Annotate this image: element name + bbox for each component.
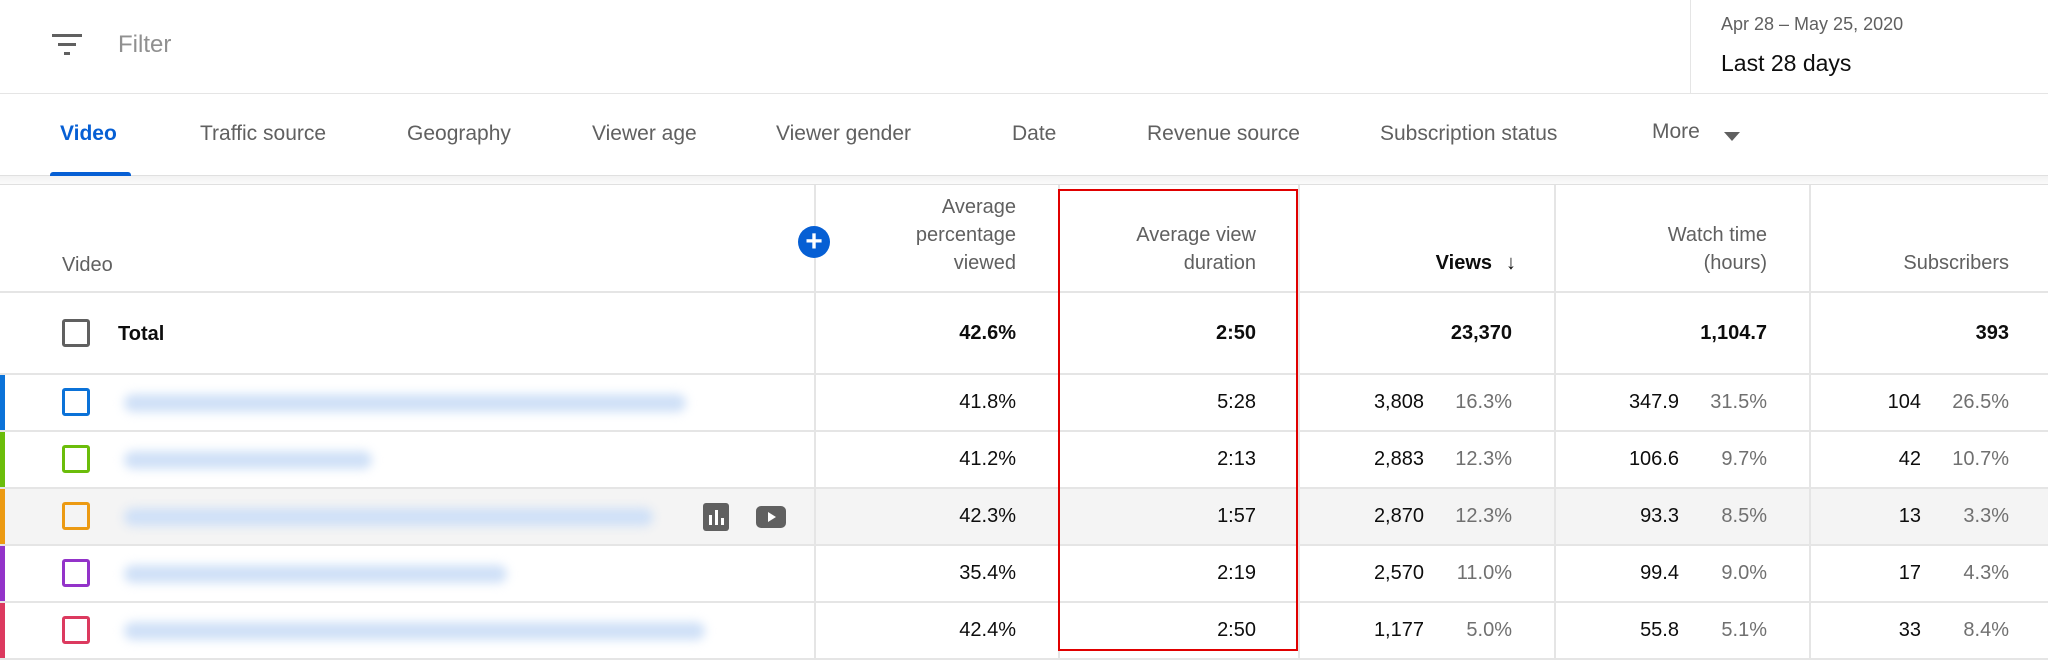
subscribers-cell: 17 4.3% [1809,546,2048,601]
avg-percentage-cell: 41.2% [814,432,1058,487]
total-checkbox[interactable] [62,319,90,347]
avg-duration-cell: 2:50 [1058,603,1298,658]
row-checkbox[interactable] [62,559,90,587]
watch-time-cell: 99.4 9.0% [1554,546,1809,601]
total-avg-duration: 2:50 [1058,293,1298,373]
avg-percentage-cell: 42.3% [814,489,1058,544]
column-header-avg-percentage[interactable]: Average percentage viewed [814,185,1058,291]
caret-down-icon[interactable] [1724,132,1740,141]
row-checkbox[interactable] [62,616,90,644]
views-cell: 2,570 11.0% [1298,546,1554,601]
row-checkbox[interactable] [62,445,90,473]
tab-traffic-source[interactable]: Traffic source [200,122,327,145]
analytics-icon[interactable] [703,503,729,531]
row-color-indicator [0,489,5,544]
table-row[interactable]: 35.4% 2:19 2,570 11.0% 99.4 9.0% 17 4.3% [0,546,2048,603]
row-checkbox[interactable] [62,388,90,416]
total-views: 23,370 [1298,293,1554,373]
video-title-blurred[interactable] [124,451,372,469]
divider [0,176,2048,185]
tab-subscription-status[interactable]: Subscription status [1380,122,1558,145]
tab-viewer-age[interactable]: Viewer age [592,122,697,145]
watch-time-cell: 93.3 8.5% [1554,489,1809,544]
tab-bar: Video Traffic source Geography Viewer ag… [0,94,2048,177]
tab-video[interactable]: Video [60,122,117,145]
total-watch-time: 1,104.7 [1554,293,1809,373]
video-title-blurred[interactable] [124,508,653,526]
filter-input[interactable]: Filter [118,31,172,58]
total-avg-percentage: 42.6% [814,293,1058,373]
subscribers-cell: 104 26.5% [1809,375,2048,430]
row-color-indicator [0,432,5,487]
video-title-blurred[interactable] [124,622,705,640]
total-subscribers: 393 [1809,293,2048,373]
subscribers-cell: 42 10.7% [1809,432,2048,487]
active-tab-indicator [50,172,131,177]
total-row: Total 42.6% 2:50 23,370 1,104.7 393 [0,293,2048,375]
subscribers-cell: 13 3.3% [1809,489,2048,544]
date-range-label: Last 28 days [1721,50,1852,76]
watch-time-cell: 55.8 5.1% [1554,603,1809,658]
video-title-blurred[interactable] [124,565,507,583]
views-cell: 2,883 12.3% [1298,432,1554,487]
views-cell: 1,177 5.0% [1298,603,1554,658]
column-header-views[interactable]: Views ↓ [1298,185,1554,291]
subscribers-cell: 33 8.4% [1809,603,2048,658]
table-header: Video Average percentage viewed Average … [0,185,2048,293]
table-row[interactable]: 41.8% 5:28 3,808 16.3% 347.9 31.5% 104 26.5… [0,375,2048,432]
avg-percentage-cell: 41.8% [814,375,1058,430]
avg-percentage-cell: 42.4% [814,603,1058,658]
top-bar: Filter Apr 28 – May 25, 2020 Last 28 day… [0,0,2048,94]
youtube-play-icon[interactable] [756,506,786,528]
table-row[interactable]: 41.2% 2:13 2,883 12.3% 106.6 9.7% 42 10.7% [0,432,2048,489]
filter-icon[interactable] [52,34,82,58]
avg-duration-cell: 1:57 [1058,489,1298,544]
avg-percentage-cell: 35.4% [814,546,1058,601]
column-header-watch-time[interactable]: Watch time (hours) [1554,185,1809,291]
row-color-indicator [0,603,5,658]
table-row[interactable]: 42.3% 1:57 2,870 12.3% 93.3 8.5% 13 3.3% [0,489,2048,546]
add-metric-button[interactable]: + [798,226,830,258]
total-label: Total [118,323,165,345]
date-range-text: Apr 28 – May 25, 2020 [1721,14,1904,34]
tab-date[interactable]: Date [1012,122,1057,145]
date-range-picker[interactable]: Apr 28 – May 25, 2020 Last 28 days [1690,0,2048,94]
tab-more[interactable]: More [1652,120,1700,143]
column-header-avg-duration[interactable]: Average view duration [1058,185,1298,291]
row-color-indicator [0,546,5,601]
views-cell: 2,870 12.3% [1298,489,1554,544]
arrow-down-icon: ↓ [1506,252,1516,274]
views-cell: 3,808 16.3% [1298,375,1554,430]
avg-duration-cell: 2:19 [1058,546,1298,601]
table-row[interactable]: 42.4% 2:50 1,177 5.0% 55.8 5.1% 33 8.4% [0,603,2048,660]
avg-duration-cell: 2:13 [1058,432,1298,487]
watch-time-cell: 106.6 9.7% [1554,432,1809,487]
watch-time-cell: 347.9 31.5% [1554,375,1809,430]
row-color-indicator [0,375,5,430]
column-header-subscribers[interactable]: Subscribers [1809,185,2048,291]
tab-viewer-gender[interactable]: Viewer gender [776,122,912,145]
column-header-video: Video [62,254,113,276]
video-title-blurred[interactable] [124,394,686,412]
row-checkbox[interactable] [62,502,90,530]
tab-revenue-source[interactable]: Revenue source [1147,122,1300,145]
tab-geography[interactable]: Geography [407,122,511,145]
avg-duration-cell: 5:28 [1058,375,1298,430]
